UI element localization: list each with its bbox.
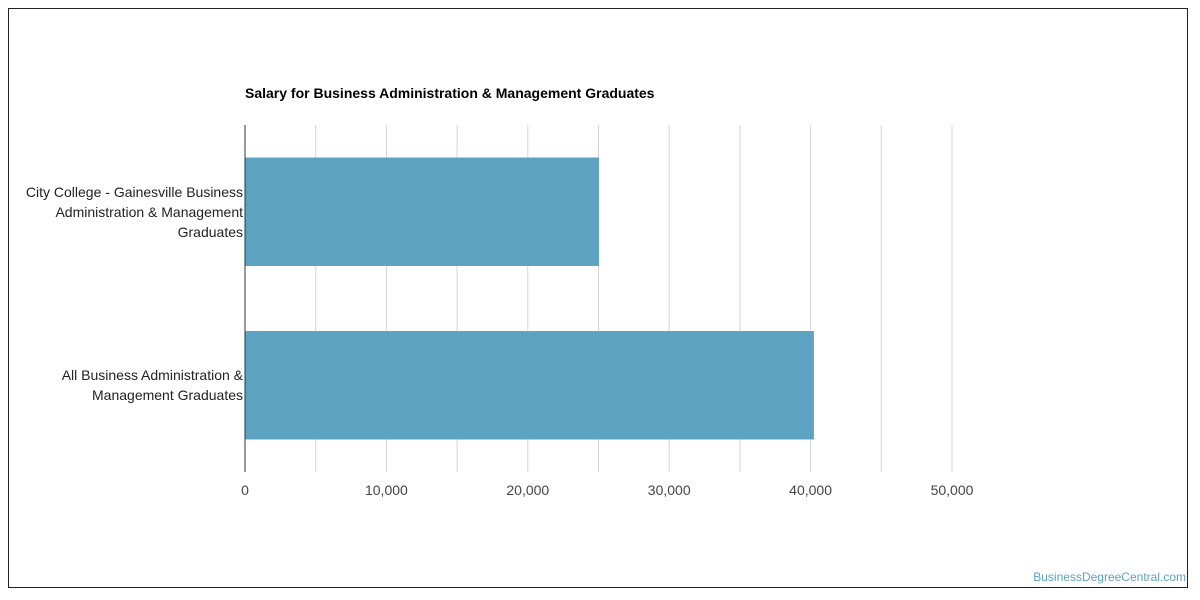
x-tick-label: 30,000	[648, 482, 691, 498]
x-tick-label: 50,000	[931, 482, 974, 498]
category-label: City College - Gainesville Business Admi…	[25, 183, 243, 240]
x-tick-labels: 0 10,000 20,000 30,000 40,000 50,000	[241, 482, 974, 498]
watermark: BusinessDegreeCentral.com	[1033, 570, 1186, 584]
x-tick-label: 40,000	[789, 482, 832, 498]
x-tick-label: 0	[241, 482, 249, 498]
chart-title: Salary for Business Administration & Man…	[245, 85, 655, 101]
x-tick-label: 20,000	[506, 482, 549, 498]
x-tick-label: 10,000	[365, 482, 408, 498]
category-label: All Business Administration & Management…	[61, 367, 243, 404]
bar	[245, 331, 814, 440]
bars	[245, 157, 814, 440]
bar	[245, 157, 599, 266]
